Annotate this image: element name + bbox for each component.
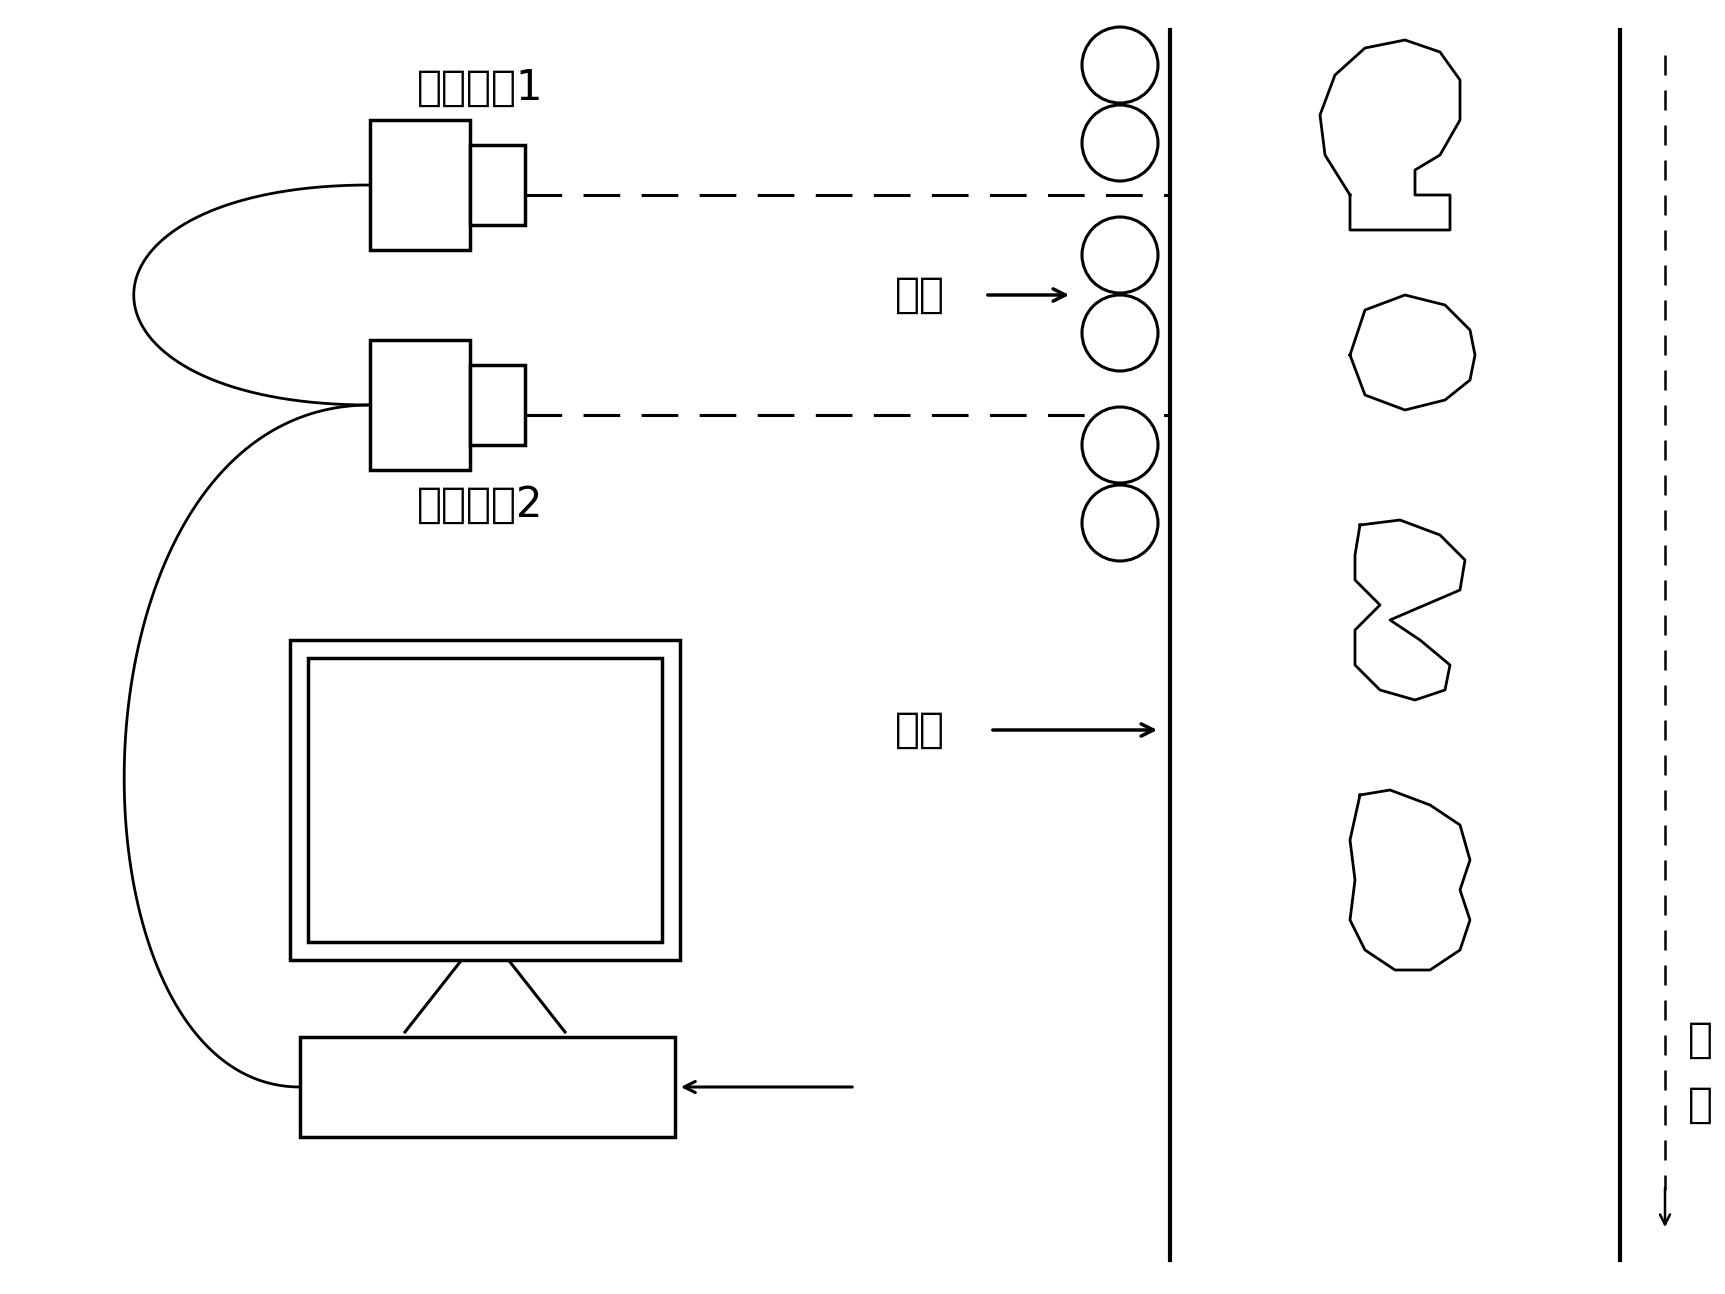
- Bar: [469, 365, 524, 445]
- Bar: [369, 120, 469, 250]
- Ellipse shape: [1082, 408, 1157, 483]
- Ellipse shape: [1082, 105, 1157, 181]
- Text: 通道: 通道: [895, 709, 945, 751]
- Text: 线阵相机2: 线阵相机2: [417, 484, 543, 525]
- Polygon shape: [1320, 40, 1459, 230]
- Ellipse shape: [1082, 27, 1157, 104]
- Ellipse shape: [1082, 295, 1157, 371]
- Polygon shape: [1351, 295, 1475, 410]
- Polygon shape: [1351, 791, 1470, 970]
- Ellipse shape: [1082, 485, 1157, 562]
- Polygon shape: [1356, 520, 1465, 700]
- Text: 棉: 棉: [1687, 1018, 1713, 1061]
- Bar: [300, 1036, 674, 1137]
- Ellipse shape: [1082, 217, 1157, 292]
- Text: 线阵相机1: 线阵相机1: [417, 67, 543, 109]
- Bar: [369, 340, 469, 470]
- Bar: [290, 641, 680, 960]
- Text: 光源: 光源: [895, 274, 945, 316]
- Bar: [469, 145, 524, 225]
- Text: 流: 流: [1687, 1084, 1713, 1126]
- Bar: [309, 659, 662, 942]
